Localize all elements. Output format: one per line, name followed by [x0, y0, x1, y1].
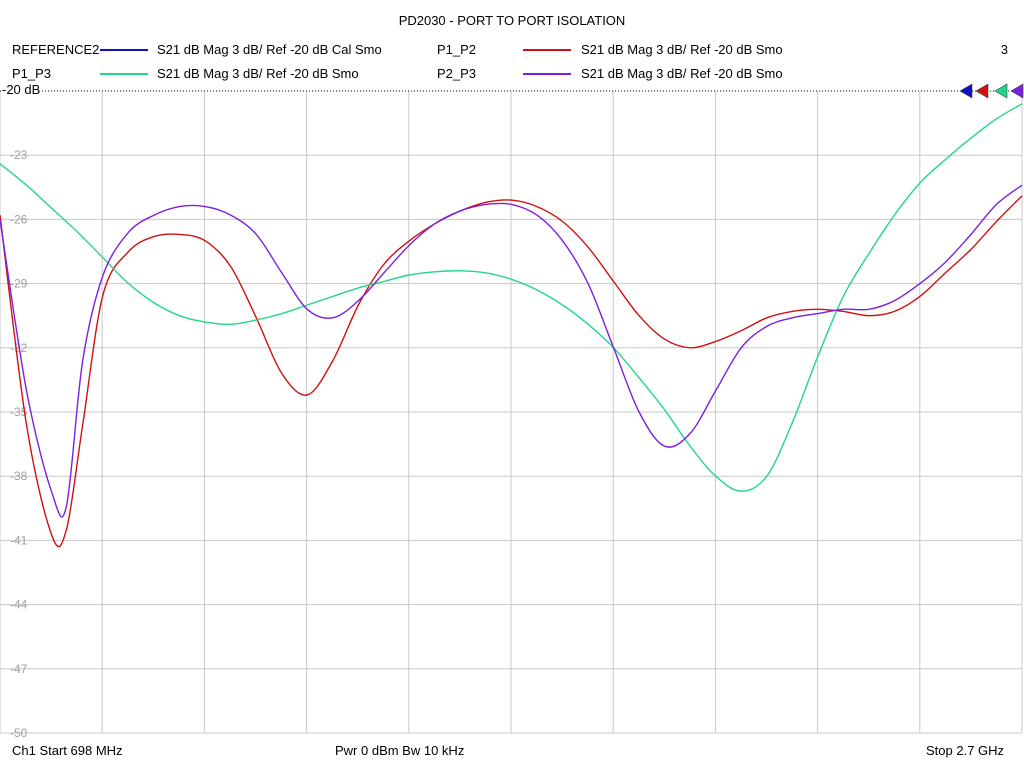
legend-desc-p2-p3: S21 dB Mag 3 dB/ Ref -20 dB Smo — [581, 66, 783, 81]
legend-name-p1-p3: P1_P3 — [12, 66, 52, 81]
legend-desc-p1-p3: S21 dB Mag 3 dB/ Ref -20 dB Smo — [157, 66, 359, 81]
legend-desc-reference2: S21 dB Mag 3 dB/ Ref -20 dB Cal Smo — [157, 42, 382, 57]
chart-title: PD2030 - PORT TO PORT ISOLATION — [398, 13, 626, 28]
ref-level-label: -20 dB — [2, 82, 41, 97]
ref-marker-p1-p3 — [994, 83, 1008, 99]
ref-marker-reference2 — [959, 83, 973, 99]
legend-name-reference2: REFERENCE2 — [12, 42, 100, 57]
legend-desc-p1-p2: S21 dB Mag 3 dB/ Ref -20 dB Smo — [581, 42, 783, 57]
y-tick-label: -29 — [10, 277, 28, 291]
y-tick-labels: -23-26-29-32-35-38-41-44-47-50 — [10, 148, 28, 740]
ref-markers — [959, 83, 1024, 99]
legend-swatch-reference2 — [100, 49, 148, 51]
legend-row-1: REFERENCE2 S21 dB Mag 3 dB/ Ref -20 dB C… — [0, 42, 1024, 60]
trace-p2-p3 — [0, 184, 1023, 518]
legend-swatch-p2-p3 — [523, 73, 571, 75]
chart-grid — [0, 90, 1023, 734]
trace-p1-p3 — [0, 103, 1023, 492]
legend-name-p1-p2: P1_P2 — [437, 42, 477, 57]
y-tick-label: -35 — [10, 405, 28, 419]
y-tick-label: -38 — [10, 469, 28, 483]
footer-stop: Stop 2.7 GHz — [926, 743, 1005, 758]
ref-marker-p1-p2 — [975, 83, 989, 99]
y-tick-label: -47 — [10, 662, 28, 676]
y-tick-label: -26 — [10, 212, 28, 226]
footer-start: Ch1 Start 698 MHz — [12, 743, 123, 758]
trace-p1-p2 — [0, 195, 1023, 548]
y-tick-label: -44 — [10, 598, 28, 612]
chart-traces — [0, 103, 1023, 548]
legend-row-2: P1_P3 S21 dB Mag 3 dB/ Ref -20 dB Smo P2… — [0, 66, 1024, 84]
y-tick-label: -41 — [10, 533, 28, 547]
y-tick-label: -23 — [10, 148, 28, 162]
ref-marker-p2-p3 — [1010, 83, 1024, 99]
legend-name-p2-p3: P2_P3 — [437, 66, 477, 81]
channel-number: 3 — [1000, 42, 1008, 57]
legend-swatch-p1-p2 — [523, 49, 571, 51]
legend-swatch-p1-p3 — [100, 73, 148, 75]
footer-power: Pwr 0 dBm Bw 10 kHz — [335, 743, 465, 758]
y-tick-label: -50 — [10, 726, 28, 740]
